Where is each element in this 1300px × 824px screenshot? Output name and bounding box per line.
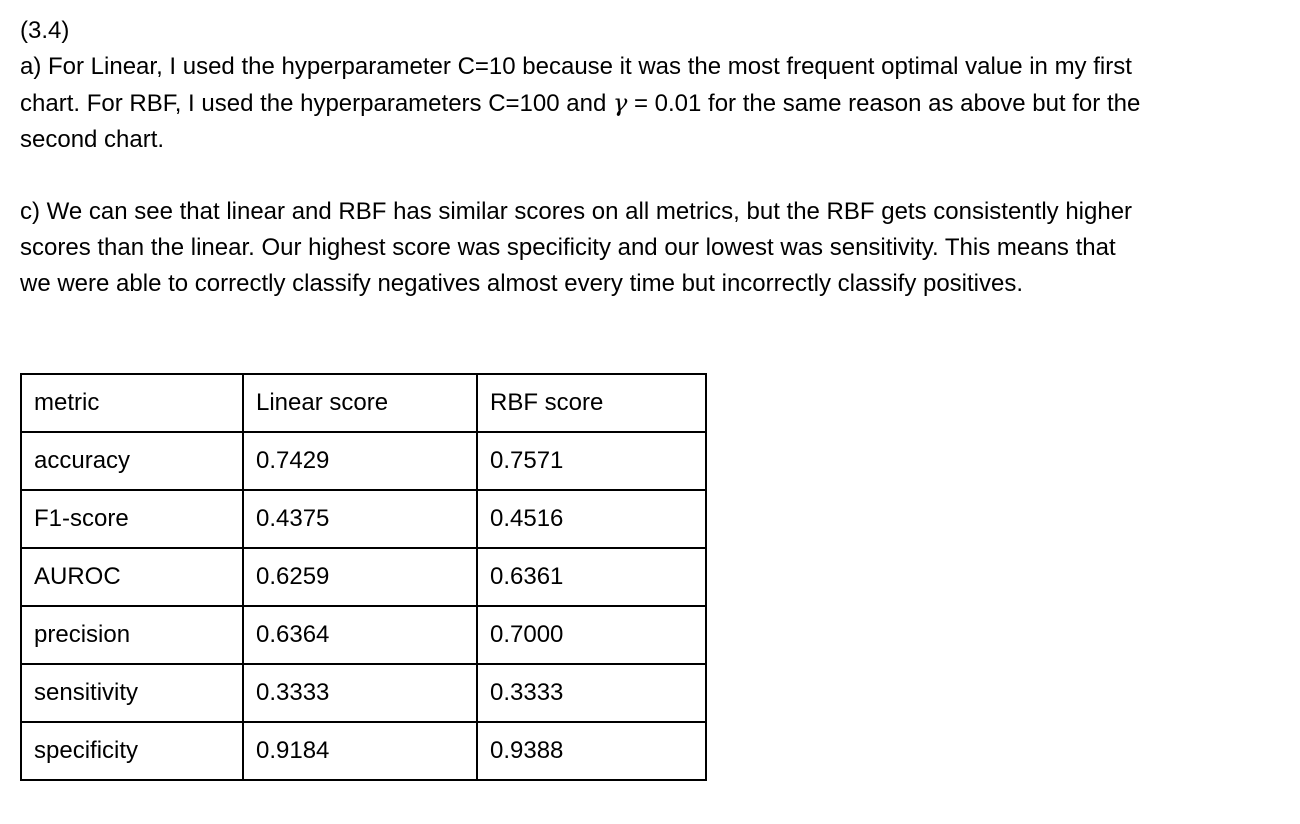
metric-name: specificity (20, 721, 244, 781)
table-row: F1-score 0.4375 0.4516 (20, 489, 707, 549)
table-row: precision 0.6364 0.7000 (20, 605, 707, 665)
header-linear-score: Linear score (242, 373, 478, 433)
header-rbf-score: RBF score (476, 373, 707, 433)
metric-name: accuracy (20, 431, 244, 491)
linear-score: 0.7429 (242, 431, 478, 491)
linear-score: 0.3333 (242, 663, 478, 723)
part-a-line-2-end: = 0.01 for the same reason as above but … (627, 90, 1141, 117)
metrics-table: metric Linear score RBF score accuracy 0… (20, 373, 707, 781)
part-c-line-3: we were able to correctly classify negat… (20, 270, 1024, 297)
gamma-symbol: γ (612, 89, 628, 117)
table-header-row: metric Linear score RBF score (20, 373, 707, 433)
metric-name: sensitivity (20, 663, 244, 723)
rbf-score: 0.4516 (476, 489, 707, 549)
linear-score: 0.9184 (242, 721, 478, 781)
part-a-line-2: chart. For RBF, I used the hyperparamete… (20, 85, 1280, 122)
linear-score: 0.6259 (242, 547, 478, 607)
part-c-line-1: c) We can see that linear and RBF has si… (20, 198, 1133, 225)
rbf-score: 0.7571 (476, 431, 707, 491)
table-row: AUROC 0.6259 0.6361 (20, 547, 707, 607)
part-a-line-1: a) For Linear, I used the hyperparameter… (20, 53, 1132, 80)
rbf-score: 0.3333 (476, 663, 707, 723)
table-row: specificity 0.9184 0.9388 (20, 721, 707, 781)
table-row: sensitivity 0.3333 0.3333 (20, 663, 707, 723)
rbf-score: 0.9388 (476, 721, 707, 781)
part-c-line-2: scores than the linear. Our highest scor… (20, 234, 1116, 261)
metric-name: F1-score (20, 489, 244, 549)
part-a-line-3: second chart. (20, 126, 165, 153)
linear-score: 0.4375 (242, 489, 478, 549)
rbf-score: 0.6361 (476, 547, 707, 607)
section-label: (3.4) (20, 17, 70, 44)
linear-score: 0.6364 (242, 605, 478, 665)
header-metric: metric (20, 373, 244, 433)
document-body: (3.4) a) For Linear, I used the hyperpar… (20, 13, 1280, 302)
metric-name: precision (20, 605, 244, 665)
rbf-score: 0.7000 (476, 605, 707, 665)
paragraph-gap (20, 158, 1280, 194)
part-a-line-2-start: chart. For RBF, I used the hyperparamete… (20, 90, 613, 117)
metric-name: AUROC (20, 547, 244, 607)
table-row: accuracy 0.7429 0.7571 (20, 431, 707, 491)
